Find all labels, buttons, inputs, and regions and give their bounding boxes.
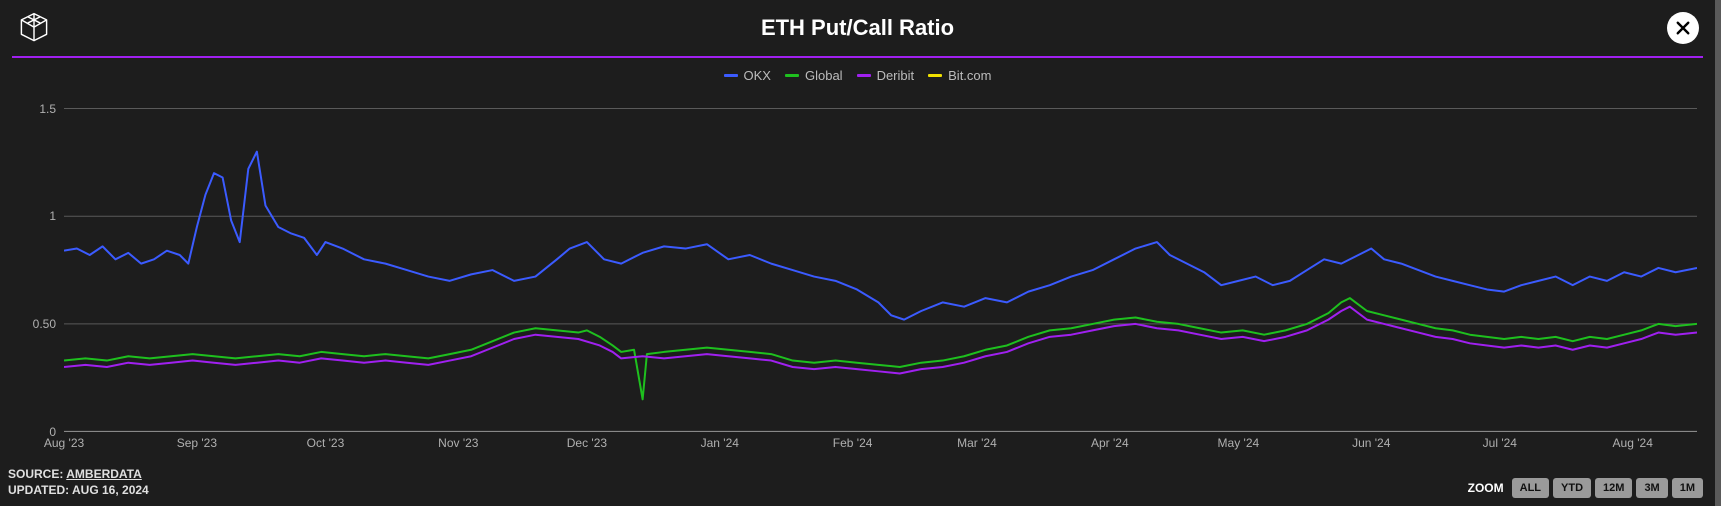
legend-swatch xyxy=(928,74,942,77)
chart-svg xyxy=(64,87,1697,432)
legend-item[interactable]: Global xyxy=(785,68,843,83)
y-tick-label: 1 xyxy=(49,209,56,223)
x-tick-label: Dec '23 xyxy=(567,436,607,450)
series-line-deribit xyxy=(64,307,1697,374)
legend-label: Bit.com xyxy=(948,68,991,83)
source-label: SOURCE: xyxy=(8,467,66,481)
updated-label: UPDATED: xyxy=(8,483,72,497)
series-line-okx xyxy=(64,152,1697,320)
legend-swatch xyxy=(785,74,799,77)
header: ETH Put/Call Ratio xyxy=(0,0,1715,52)
zoom-button-3m[interactable]: 3M xyxy=(1636,478,1667,498)
x-tick-label: Oct '23 xyxy=(307,436,345,450)
legend-swatch xyxy=(857,74,871,77)
series-line-global xyxy=(64,298,1697,399)
x-tick-label: Aug '23 xyxy=(44,436,84,450)
zoom-button-ytd[interactable]: YTD xyxy=(1553,478,1591,498)
x-tick-label: Apr '24 xyxy=(1091,436,1129,450)
x-tick-label: Aug '24 xyxy=(1613,436,1653,450)
legend-item[interactable]: Bit.com xyxy=(928,68,991,83)
zoom-label: ZOOM xyxy=(1468,481,1504,495)
legend-swatch xyxy=(724,74,738,77)
y-tick-label: 0.50 xyxy=(33,317,56,331)
x-tick-label: Feb '24 xyxy=(833,436,873,450)
legend: OKX Global Deribit Bit.com xyxy=(0,58,1715,87)
legend-item[interactable]: Deribit xyxy=(857,68,915,83)
x-tick-label: Nov '23 xyxy=(438,436,478,450)
x-tick-label: Jan '24 xyxy=(701,436,739,450)
y-axis: 00.5011.5 xyxy=(20,87,60,432)
footer-attribution: SOURCE: AMBERDATA UPDATED: AUG 16, 2024 xyxy=(8,466,149,498)
x-axis: Aug '23Sep '23Oct '23Nov '23Dec '23Jan '… xyxy=(64,436,1697,456)
chart-area: 00.5011.5 Aug '23Sep '23Oct '23Nov '23De… xyxy=(0,87,1715,462)
footer: SOURCE: AMBERDATA UPDATED: AUG 16, 2024 … xyxy=(0,462,1715,506)
zoom-controls: ZOOM ALLYTD12M3M1M xyxy=(1468,478,1703,498)
legend-label: OKX xyxy=(744,68,771,83)
legend-item[interactable]: OKX xyxy=(724,68,771,83)
x-tick-label: Mar '24 xyxy=(957,436,997,450)
zoom-button-all[interactable]: ALL xyxy=(1512,478,1549,498)
x-tick-label: May '24 xyxy=(1218,436,1260,450)
logo-icon xyxy=(16,10,52,46)
zoom-button-12m[interactable]: 12M xyxy=(1595,478,1632,498)
legend-label: Deribit xyxy=(877,68,915,83)
x-tick-label: Sep '23 xyxy=(177,436,217,450)
close-button[interactable] xyxy=(1667,12,1699,44)
y-tick-label: 1.5 xyxy=(39,102,56,116)
x-tick-label: Jun '24 xyxy=(1352,436,1390,450)
legend-label: Global xyxy=(805,68,843,83)
chart-container: ETH Put/Call Ratio OKX Global Deribit Bit.c… xyxy=(0,0,1721,506)
x-tick-label: Jul '24 xyxy=(1483,436,1517,450)
updated-value: AUG 16, 2024 xyxy=(72,483,149,497)
source-link[interactable]: AMBERDATA xyxy=(66,467,142,481)
chart-title: ETH Put/Call Ratio xyxy=(761,15,954,41)
zoom-button-1m[interactable]: 1M xyxy=(1672,478,1703,498)
plot-area xyxy=(64,87,1697,432)
